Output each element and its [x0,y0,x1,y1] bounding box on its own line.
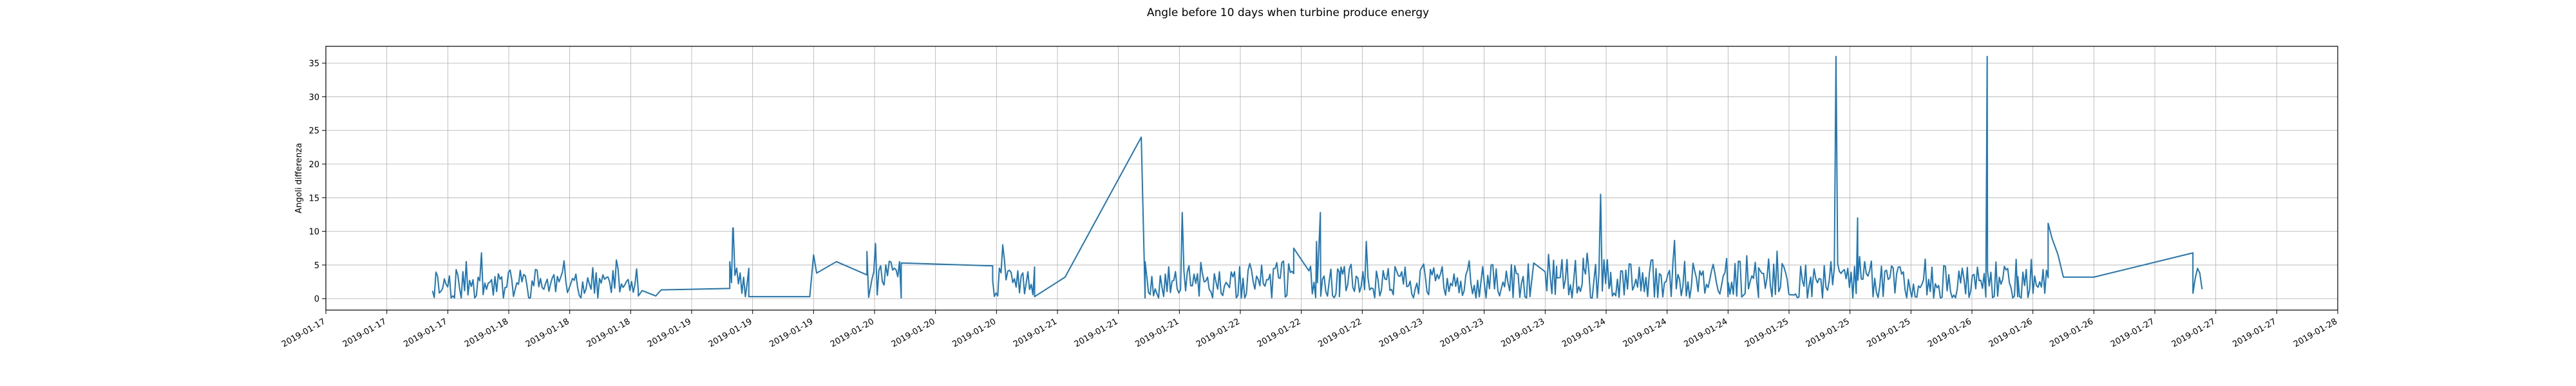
y-tick-label: 35 [308,59,319,69]
x-tick-label: 2019-01-18 [463,317,510,349]
x-tick-label: 2019-01-23 [1378,317,1425,349]
x-tick-label: 2019-01-22 [1256,317,1303,349]
x-tick-label: 2019-01-24 [1682,317,1729,349]
x-tick-label: 2019-01-17 [341,317,388,349]
x-tick-label: 2019-01-23 [1499,317,1546,349]
x-tick-label: 2019-01-22 [1195,317,1242,349]
y-tick-label: 30 [308,93,319,102]
x-tick-label: 2019-01-18 [585,317,632,349]
x-tick-label: 2019-01-21 [1012,317,1059,349]
x-tick-label: 2019-01-26 [1926,317,1973,349]
y-tick-label: 25 [308,127,319,136]
y-tick-label: 0 [314,295,319,304]
x-tick-label: 2019-01-28 [2292,317,2339,349]
x-tick-label: 2019-01-25 [1865,317,1912,349]
x-tick-label: 2019-01-25 [1743,317,1790,349]
x-tick-label: 2019-01-27 [2231,317,2278,349]
x-tick-label: 2019-01-20 [829,317,876,349]
x-tick-label: 2019-01-17 [280,317,327,349]
y-tick-label: 5 [314,261,319,271]
series-line [431,55,2203,299]
x-tick-label: 2019-01-27 [2109,317,2156,349]
chart-title: Angle before 10 days when turbine produc… [1147,6,1429,19]
y-tick-label: 20 [308,160,319,170]
grid-layer [325,46,2338,310]
y-axis-label: Angoli differenza [294,143,304,214]
x-axis: 2019-01-17 2019-01-17 2019-01-17 2019-01-18… [280,310,2339,349]
x-tick-label: 2019-01-26 [2048,317,2095,349]
x-tick-label: 2019-01-19 [707,317,754,349]
x-tick-label: 2019-01-18 [524,317,571,349]
x-tick-label: 2019-01-25 [1804,317,1852,349]
x-tick-label: 2019-01-22 [1316,317,1363,349]
y-axis: 0 5 10 15 20 25 30 35 [308,59,326,304]
x-tick-label: 2019-01-21 [1133,317,1180,349]
x-tick-label: 2019-01-19 [646,317,693,349]
x-tick-label: 2019-01-27 [2170,317,2217,349]
data-layer [431,55,2203,299]
y-tick-label: 15 [308,194,319,203]
x-tick-label: 2019-01-20 [890,317,937,349]
x-tick-label: 2019-01-17 [402,317,449,349]
y-tick-label: 10 [308,228,319,237]
x-tick-label: 2019-01-23 [1439,317,1486,349]
x-tick-label: 2019-01-24 [1560,317,1607,349]
plot-frame [325,46,2338,311]
x-tick-label: 2019-01-24 [1622,317,1669,349]
x-tick-label: 2019-01-21 [1073,317,1120,349]
x-tick-label: 2019-01-19 [768,317,815,349]
x-tick-label: 2019-01-20 [951,317,998,349]
x-tick-label: 2019-01-26 [1987,317,2034,349]
